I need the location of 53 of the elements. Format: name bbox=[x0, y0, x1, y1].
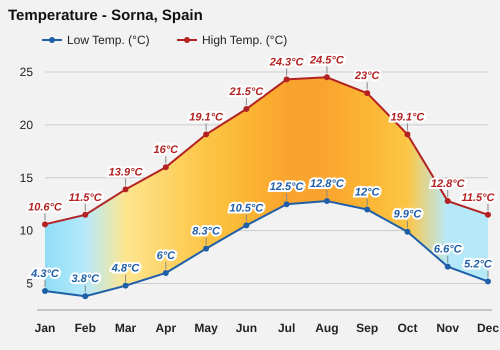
x-tick-label: Oct bbox=[397, 321, 418, 335]
x-tick-label: Aug bbox=[315, 321, 339, 335]
data-label: 12.5°C bbox=[270, 181, 305, 194]
data-label: 19.1°C bbox=[390, 111, 426, 124]
x-tick-label: Feb bbox=[74, 321, 96, 335]
point bbox=[284, 201, 290, 208]
data-label: 11.5°C bbox=[462, 192, 496, 204]
point bbox=[444, 264, 451, 270]
x-tick-label: Apr bbox=[155, 321, 176, 335]
data-label: 6°C bbox=[156, 250, 176, 262]
data-label: 11.5°C bbox=[68, 192, 103, 204]
x-tick-label: Mar bbox=[114, 321, 137, 335]
point bbox=[203, 246, 210, 252]
data-label: 10.5°C bbox=[229, 202, 264, 214]
point bbox=[162, 270, 169, 276]
x-tick-label: Jan bbox=[34, 321, 56, 335]
data-label: 12.8°C bbox=[310, 178, 345, 190]
data-label: 5.2°C bbox=[464, 258, 493, 270]
x-tick-label: Nov bbox=[436, 321, 460, 335]
x-tick-label: Sep bbox=[356, 321, 378, 335]
x-tick-label: Dec bbox=[476, 321, 500, 335]
data-label: 24.5°C bbox=[309, 54, 345, 66]
data-label: 9.9°C bbox=[394, 208, 422, 221]
point bbox=[404, 228, 410, 235]
point bbox=[485, 278, 491, 284]
data-label: 4.8°C bbox=[110, 262, 140, 275]
data-label: 23°C bbox=[354, 70, 381, 82]
data-label: 6.6°C bbox=[434, 244, 463, 256]
data-label: 16°C bbox=[154, 144, 180, 156]
chart-title: Temperature - Sorna, Spain bbox=[8, 7, 203, 24]
data-label: 8.3°C bbox=[192, 226, 221, 238]
x-tick-label: Jul bbox=[278, 321, 296, 335]
x-tick-label: Jun bbox=[236, 321, 258, 335]
data-label: 24.3°C bbox=[268, 56, 305, 68]
data-label: 12°C bbox=[354, 186, 381, 199]
point bbox=[122, 282, 129, 289]
point bbox=[243, 222, 250, 228]
x-tick-label: May bbox=[194, 321, 218, 335]
y-tick-label: 10 bbox=[20, 224, 34, 238]
point bbox=[364, 206, 370, 213]
y-tick-label: 15 bbox=[20, 170, 34, 185]
data-label: 19.1°C bbox=[189, 111, 224, 124]
point bbox=[324, 198, 330, 204]
point bbox=[42, 288, 48, 294]
point bbox=[82, 293, 88, 300]
data-label: 3.8°C bbox=[71, 273, 100, 286]
y-tick-label: 25 bbox=[20, 65, 34, 79]
data-label: 10.6°C bbox=[28, 201, 63, 214]
data-label: 13.9°C bbox=[108, 166, 144, 178]
y-tick-label: 20 bbox=[20, 118, 34, 132]
legend-label: High Temp. (°C) bbox=[202, 33, 288, 47]
legend-label: Low Temp. (°C) bbox=[67, 33, 150, 47]
data-label: 21.5°C bbox=[228, 86, 264, 98]
